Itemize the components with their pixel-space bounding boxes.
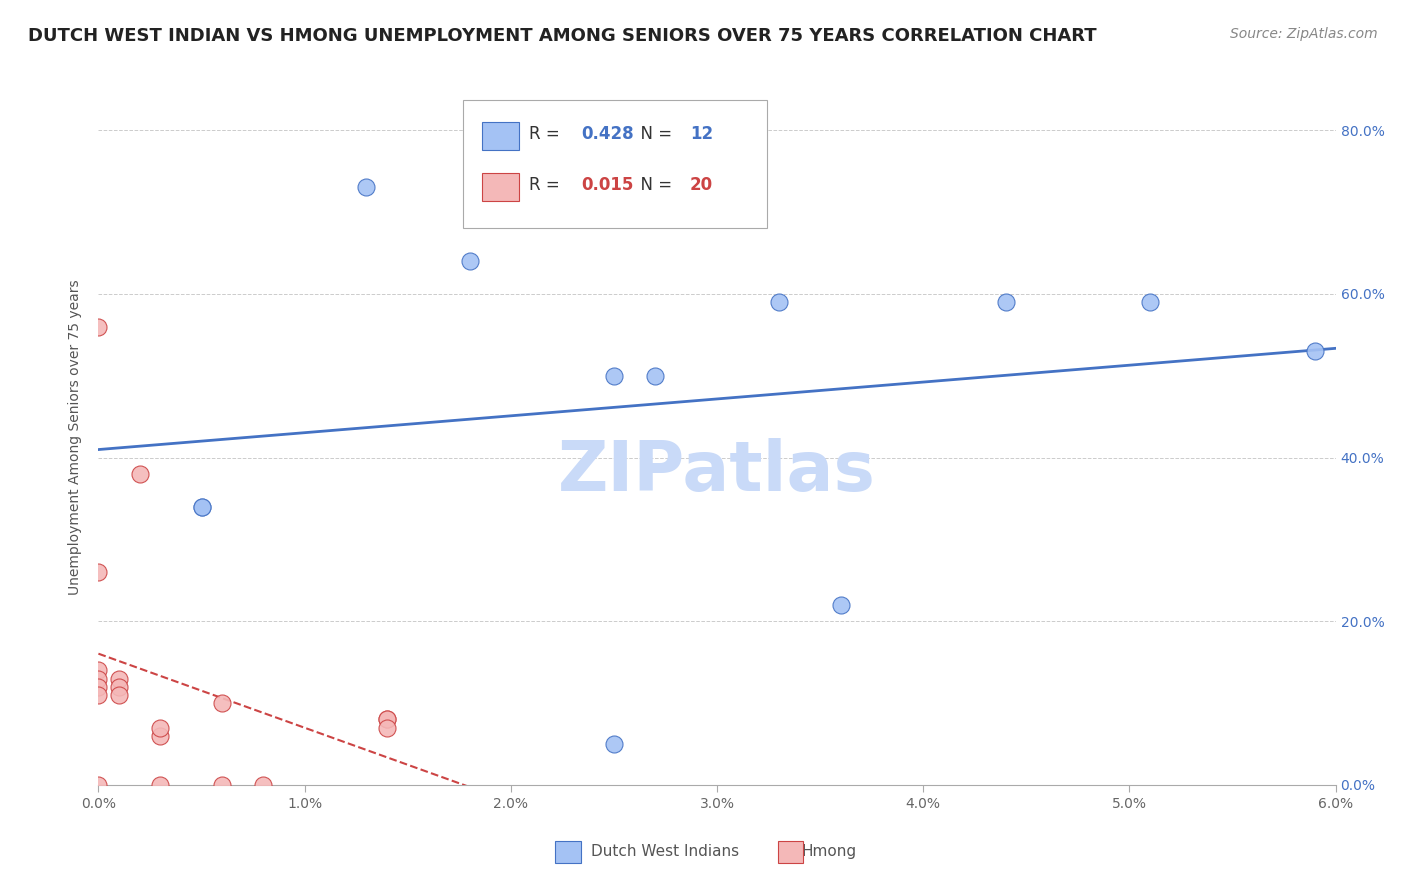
Point: [149, 721, 172, 735]
Point: [211, 778, 233, 792]
Text: Source: ZipAtlas.com: Source: ZipAtlas.com: [1230, 27, 1378, 41]
Point: [603, 368, 626, 383]
Point: [994, 295, 1017, 310]
Text: Dutch West Indians: Dutch West Indians: [591, 845, 738, 859]
Point: [190, 500, 212, 514]
Text: Hmong: Hmong: [801, 845, 856, 859]
Point: [375, 721, 398, 735]
Point: [87, 688, 110, 702]
Y-axis label: Unemployment Among Seniors over 75 years: Unemployment Among Seniors over 75 years: [69, 279, 83, 595]
Point: [87, 565, 110, 579]
Text: ZIPatlas: ZIPatlas: [558, 438, 876, 506]
FancyBboxPatch shape: [464, 100, 766, 228]
Point: [108, 688, 131, 702]
Text: N =: N =: [630, 126, 678, 144]
Point: [87, 672, 110, 686]
Point: [375, 713, 398, 727]
Text: R =: R =: [529, 177, 565, 194]
Point: [356, 180, 378, 194]
FancyBboxPatch shape: [482, 173, 519, 201]
Point: [190, 500, 212, 514]
Point: [128, 467, 150, 481]
Text: N =: N =: [630, 177, 678, 194]
Point: [87, 664, 110, 678]
Point: [644, 368, 666, 383]
FancyBboxPatch shape: [482, 122, 519, 150]
Point: [1139, 295, 1161, 310]
Point: [375, 713, 398, 727]
Point: [1303, 344, 1326, 359]
Point: [149, 729, 172, 743]
Text: 20: 20: [690, 177, 713, 194]
Point: [108, 680, 131, 694]
Text: 12: 12: [690, 126, 713, 144]
Point: [252, 778, 274, 792]
Point: [458, 254, 481, 268]
Point: [768, 295, 790, 310]
Point: [87, 778, 110, 792]
Point: [149, 778, 172, 792]
Point: [830, 598, 852, 612]
Point: [108, 672, 131, 686]
Point: [211, 696, 233, 710]
Point: [603, 737, 626, 751]
Text: 0.015: 0.015: [581, 177, 633, 194]
Text: DUTCH WEST INDIAN VS HMONG UNEMPLOYMENT AMONG SENIORS OVER 75 YEARS CORRELATION : DUTCH WEST INDIAN VS HMONG UNEMPLOYMENT …: [28, 27, 1097, 45]
Text: R =: R =: [529, 126, 565, 144]
Point: [87, 319, 110, 334]
Text: 0.428: 0.428: [581, 126, 634, 144]
Point: [87, 680, 110, 694]
